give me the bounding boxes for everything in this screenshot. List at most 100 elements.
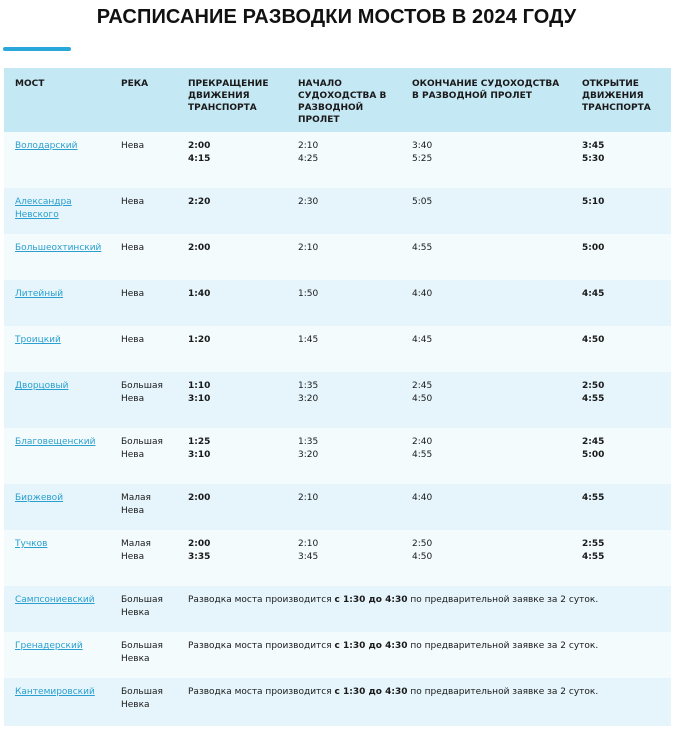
request-note-text: по предварительной заявке за 2 суток. [407,687,599,697]
traffic-open-cell: 4:55 [571,484,671,530]
navigation-end-time: 4:55 [412,450,433,460]
traffic-open-time: 2:50 [582,381,605,391]
bridge-cell: Большеохтинский [4,234,110,280]
traffic-open-cell: 2:45 5:00 [571,428,671,484]
table-row: Троицкий Нева 1:20 1:45 4:45 4:50 [4,326,671,372]
traffic-open-time: 5:00 [582,450,605,460]
traffic-open-time: 4:45 [582,289,605,299]
table-row: Сампсониевский Большая Невка Разводка мост… [4,586,671,632]
bridge-cell: Литейный [4,280,110,326]
navigation-start-time: 4:25 [298,154,319,164]
header-traffic-stop: ПРЕКРАЩЕНИЕ ДВИЖЕНИЯ ТРАНСПОРТА [177,68,287,132]
navigation-start-cell: 1:50 [287,280,401,326]
river-cell: Нева [110,188,177,234]
bridge-cell: Благовещенский [4,428,110,484]
request-note-time: с 1:30 до 4:30 [334,641,408,651]
bridge-link[interactable]: Биржевой [15,493,64,503]
navigation-end-cell: 5:05 [401,188,571,234]
bridge-cell: Александра Невского [4,188,110,234]
navigation-end-cell: 2:40 4:55 [401,428,571,484]
table-row: Благовещенский Большая Нева 1:25 3:10 1:35 3:… [4,428,671,484]
traffic-stop-cell: 1:25 3:10 [177,428,287,484]
title-accent-bar [3,47,71,51]
header-navigation-end: ОКОНЧАНИЕ СУДОХОДСТВА В РАЗВОДНОЙ ПРОЛЕТ [401,68,571,132]
traffic-open-time: 5:00 [582,243,605,253]
navigation-start-cell: 2:10 [287,234,401,280]
bridge-link[interactable]: Дворцовый [15,381,69,391]
request-note-text: Разводка моста производится [188,687,335,697]
navigation-end-cell: 2:45 4:50 [401,372,571,428]
navigation-end-time: 2:50 [412,539,433,549]
navigation-end-time: 4:40 [412,493,433,503]
traffic-stop-cell: 2:00 [177,234,287,280]
navigation-start-cell: 1:35 3:20 [287,372,401,428]
navigation-start-time: 2:10 [298,539,319,549]
bridge-cell: Сампсониевский [4,586,110,632]
river-cell: Малая Нева [110,530,177,586]
traffic-stop-time: 4:15 [188,154,211,164]
navigation-start-time: 2:10 [298,141,319,151]
navigation-end-cell: 4:55 [401,234,571,280]
river-cell: Нева [110,132,177,188]
traffic-stop-time: 3:10 [188,394,211,404]
bridge-link[interactable]: Благовещенский [15,437,96,447]
traffic-open-time: 4:55 [582,394,605,404]
bridge-schedule-table: МОСТ РЕКА ПРЕКРАЩЕНИЕ ДВИЖЕНИЯ ТРАНСПОРТ… [4,68,671,726]
traffic-stop-time: 2:00 [188,141,211,151]
table-row: Большеохтинский Нева 2:00 2:10 4:55 5:00 [4,234,671,280]
navigation-end-time: 5:05 [412,197,433,207]
navigation-start-cell: 2:10 3:45 [287,530,401,586]
navigation-end-time: 2:45 [412,381,433,391]
traffic-stop-cell: 1:10 3:10 [177,372,287,428]
bridge-cell: Биржевой [4,484,110,530]
navigation-start-time: 1:50 [298,289,319,299]
navigation-start-cell: 2:10 [287,484,401,530]
bridge-link[interactable]: Гренадерский [15,641,83,651]
navigation-end-cell: 4:45 [401,326,571,372]
traffic-open-time: 5:10 [582,197,605,207]
request-note-cell: Разводка моста производится с 1:30 до 4:… [177,632,671,678]
traffic-open-cell: 2:50 4:55 [571,372,671,428]
bridge-cell: Гренадерский [4,632,110,678]
navigation-end-time: 4:55 [412,243,433,253]
navigation-start-time: 3:20 [298,394,319,404]
request-note-text: по предварительной заявке за 2 суток. [407,641,599,651]
bridge-link[interactable]: Сампсониевский [15,595,95,605]
traffic-open-time: 2:45 [582,437,605,447]
table-row: Литейный Нева 1:40 1:50 4:40 4:45 [4,280,671,326]
navigation-end-cell: 4:40 [401,484,571,530]
navigation-start-cell: 1:35 3:20 [287,428,401,484]
request-note-text: Разводка моста производится [188,641,335,651]
traffic-open-time: 4:50 [582,335,605,345]
bridge-link[interactable]: Тучков [15,539,48,549]
table-row: Биржевой Малая Нева 2:00 2:10 4:40 4:55 [4,484,671,530]
river-cell: Большая Невка [110,632,177,678]
header-traffic-open: ОТКРЫТИЕ ДВИЖЕНИЯ ТРАНСПОРТА [571,68,671,132]
bridge-link[interactable]: Большеохтинский [15,243,102,253]
navigation-start-time: 3:20 [298,450,319,460]
navigation-start-time: 1:45 [298,335,319,345]
navigation-end-time: 5:25 [412,154,433,164]
navigation-start-cell: 1:45 [287,326,401,372]
table-row: Александра Невского Нева 2:20 2:30 5:05 5:10 [4,188,671,234]
traffic-stop-time: 2:00 [188,493,211,503]
table-row: Гренадерский Большая Невка Разводка моста … [4,632,671,678]
traffic-open-time: 4:55 [582,552,605,562]
navigation-end-time: 4:50 [412,552,433,562]
navigation-start-time: 3:45 [298,552,319,562]
bridge-link[interactable]: Троицкий [15,335,61,345]
bridge-link[interactable]: Александра Невского [15,197,72,220]
request-note-text: по предварительной заявке за 2 суток. [407,595,599,605]
bridge-link[interactable]: Кантемировский [15,687,95,697]
traffic-stop-time: 2:00 [188,243,211,253]
bridge-link[interactable]: Володарский [15,141,78,151]
navigation-end-cell: 4:40 [401,280,571,326]
navigation-start-time: 1:35 [298,381,319,391]
river-cell: Большая Невка [110,678,177,726]
traffic-stop-time: 2:00 [188,539,211,549]
bridge-cell: Кантемировский [4,678,110,726]
navigation-start-time: 2:10 [298,493,319,503]
table-header-row: МОСТ РЕКА ПРЕКРАЩЕНИЕ ДВИЖЕНИЯ ТРАНСПОРТ… [4,68,671,132]
navigation-end-time: 4:40 [412,289,433,299]
bridge-link[interactable]: Литейный [15,289,64,299]
